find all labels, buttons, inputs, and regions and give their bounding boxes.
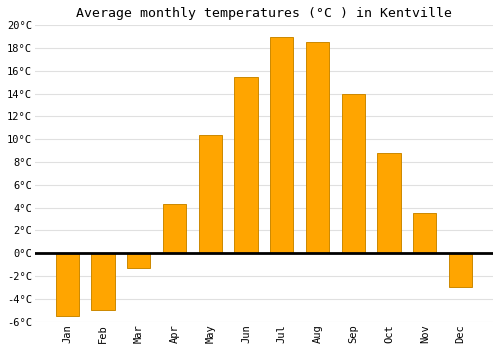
Bar xyxy=(198,135,222,253)
Bar xyxy=(306,42,329,253)
Bar xyxy=(56,253,79,316)
Bar xyxy=(270,37,293,253)
Bar xyxy=(92,253,114,310)
Bar xyxy=(413,213,436,253)
Bar xyxy=(234,77,258,253)
Bar xyxy=(378,153,400,253)
Bar xyxy=(163,204,186,253)
Bar xyxy=(342,94,365,253)
Bar xyxy=(127,253,150,268)
Bar xyxy=(449,253,472,287)
Title: Average monthly temperatures (°C ) in Kentville: Average monthly temperatures (°C ) in Ke… xyxy=(76,7,452,20)
